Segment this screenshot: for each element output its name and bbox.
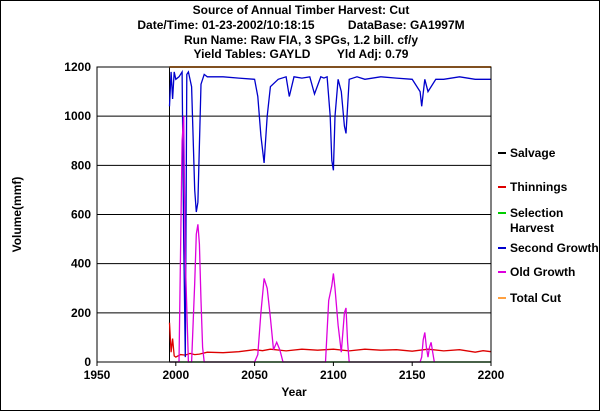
chart-title: Source of Annual Timber Harvest: Cut: [192, 3, 410, 17]
chart-subtitle-yield: Yield Tables: GAYLD Yld Adj: 0.79: [193, 47, 409, 61]
series-line-old-growth: [169, 116, 435, 363]
x-axis-label: Year: [281, 385, 307, 399]
x-tick-label: 2000: [162, 368, 189, 382]
y-axis-ticks: 0 200 400 600 800 1000 1200: [64, 60, 91, 369]
legend-label: Old Growth: [510, 265, 575, 279]
chart-subtitle-run: Run Name: Raw FIA, 3 SPGs, 1.2 bill. cf/…: [183, 33, 419, 47]
legend-label: Selection: [510, 206, 563, 220]
legend-label: Thinnings: [510, 180, 568, 194]
y-tick-label: 200: [71, 306, 91, 320]
y-axis-label: Volume(mmf): [10, 177, 24, 253]
legend-label-continued: Harvest: [510, 221, 554, 235]
series-line-thinnings: [168, 322, 492, 358]
x-tick-label: 2100: [320, 368, 347, 382]
legend-label: Second Growth: [510, 241, 599, 255]
y-tick-label: 800: [71, 158, 91, 172]
x-tick-label: 2050: [241, 368, 268, 382]
y-tick-label: 1200: [64, 60, 91, 74]
chart-subtitle-date: Date/Time: 01-23-2002/10:18:15 DataBase:…: [137, 18, 465, 32]
grid-lines: [97, 66, 491, 363]
x-tick-label: 1950: [84, 368, 111, 382]
x-tick-label: 2150: [399, 368, 426, 382]
legend-label: Salvage: [510, 146, 556, 160]
x-tick-label: 2200: [478, 368, 505, 382]
x-axis-ticks: 1950 2000 2050 2100 2150 2200: [84, 362, 505, 382]
y-tick-label: 600: [71, 208, 91, 222]
plot-area-border: [96, 66, 492, 363]
series-line-second-growth: [168, 69, 491, 358]
y-tick-label: 0: [84, 355, 91, 369]
y-tick-label: 400: [71, 257, 91, 271]
y-tick-label: 1000: [64, 109, 91, 123]
legend-label: Total Cut: [510, 291, 561, 305]
